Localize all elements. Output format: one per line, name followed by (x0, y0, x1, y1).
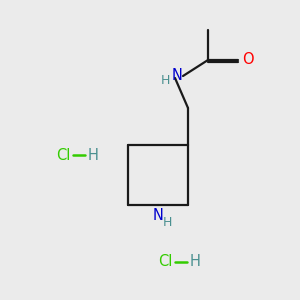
Text: H: H (190, 254, 200, 269)
Text: H: H (160, 74, 170, 88)
Text: Cl: Cl (56, 148, 70, 163)
Text: Cl: Cl (158, 254, 172, 269)
Text: N: N (172, 68, 182, 83)
Text: H: H (162, 215, 172, 229)
Text: N: N (153, 208, 164, 223)
Text: H: H (88, 148, 98, 163)
Text: O: O (242, 52, 254, 68)
